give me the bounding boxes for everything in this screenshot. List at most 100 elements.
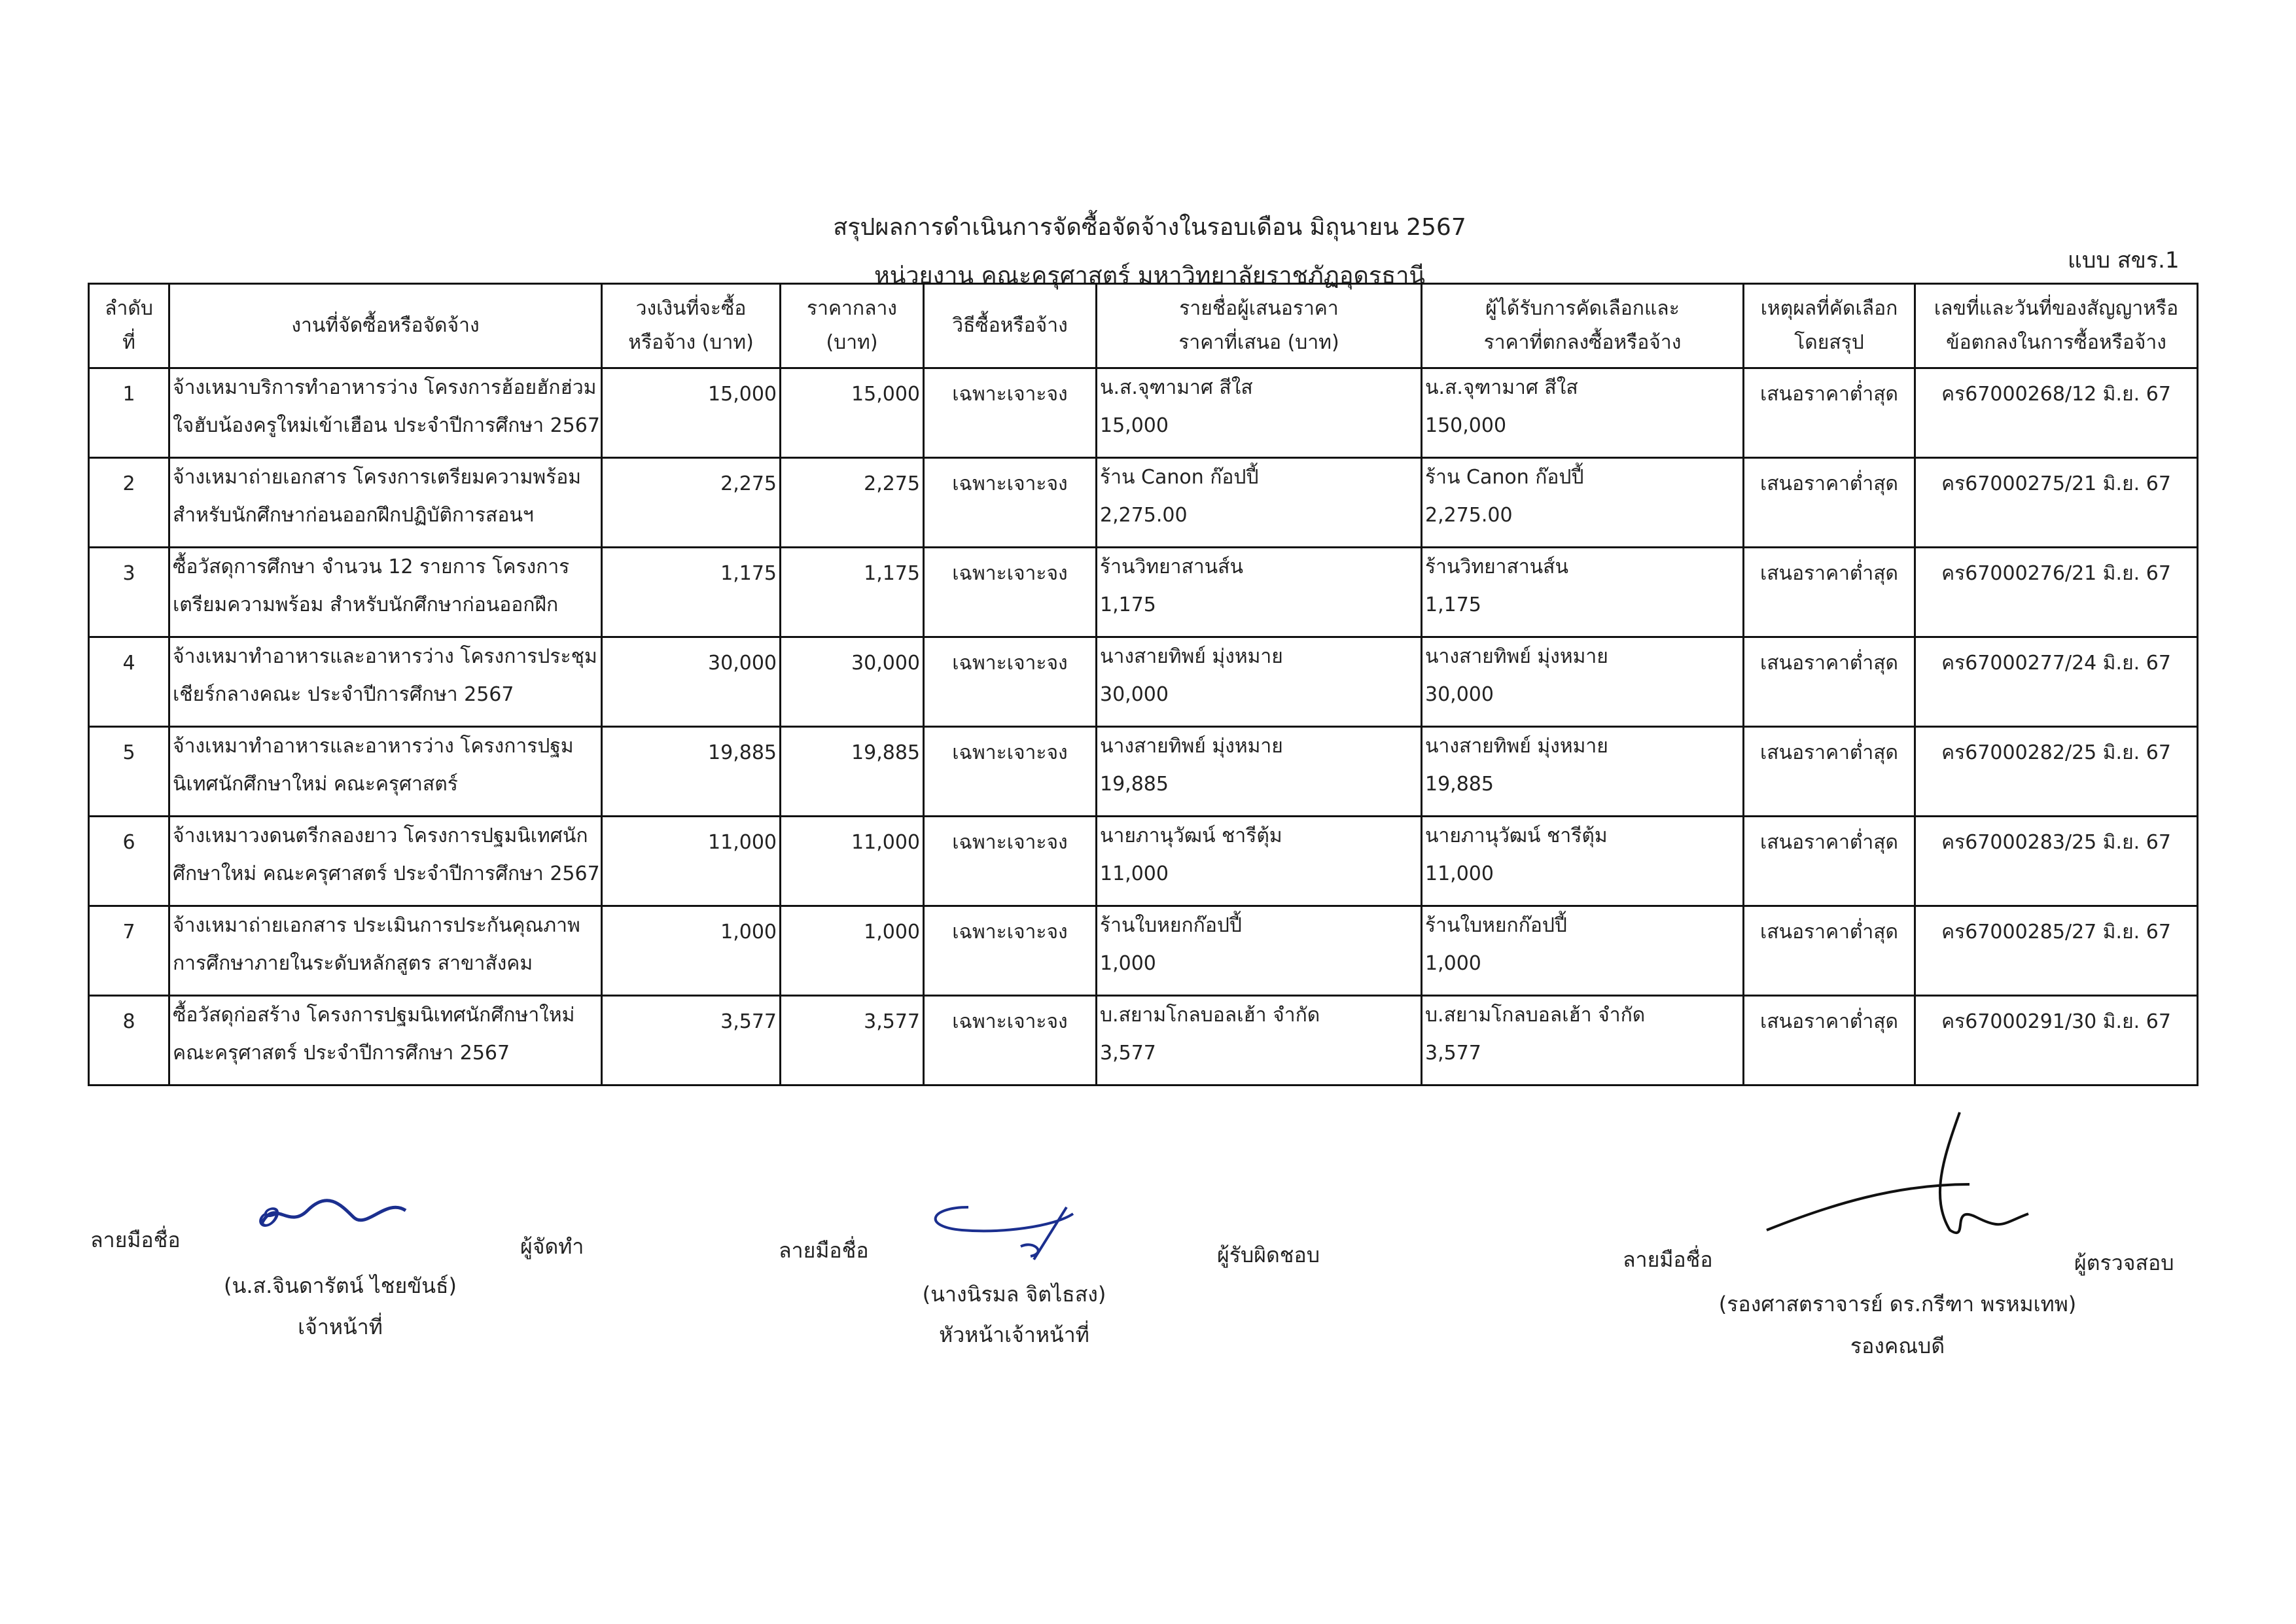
- table-row: 1 จ้างเหมาบริการทำอาหารว่าง โครงการฮ้อยฮั…: [88, 367, 2199, 459]
- signature-image-1: ꪮ: [255, 1196, 407, 1235]
- bidder-and-price: นางสายทิพย์ มุ่งหมาย 19,885: [1095, 726, 1422, 817]
- column-header-line: วงเงินที่จะซื้อ: [635, 297, 747, 320]
- bidder-and-price: น.ส.จุฑามาศ สีใส 15,000: [1095, 367, 1422, 459]
- bidder-and-price-line: 19,885: [1100, 773, 1169, 796]
- task-description: จ้างเหมาบริการทำอาหารว่าง โครงการฮ้อยฮัก…: [168, 367, 603, 459]
- selected-vendor-and-price-line: น.ส.จุฑามาศ สีใส: [1425, 376, 1578, 399]
- procurement-method: เฉพาะเจาะจง: [923, 367, 1097, 459]
- reference-price: 30,000: [779, 636, 925, 728]
- task-description-line: จ้างเหมาทำอาหารและอาหารว่าง โครงการปฐม: [173, 735, 574, 758]
- column-header: งานที่จัดซื้อหรือจัดจ้าง: [168, 283, 603, 369]
- column-header-line: วิธีซื้อหรือจ้าง: [952, 314, 1068, 337]
- reference-price: 1,175: [779, 546, 925, 638]
- bidder-and-price: ร้านวิทยาสานส์น 1,175: [1095, 546, 1422, 638]
- selection-reason: เสนอราคาต่ำสุด: [1742, 636, 1916, 728]
- signature-image-2: [934, 1206, 1074, 1261]
- budget-amount: 3,577: [601, 995, 781, 1086]
- signature-label-1: ลายมือชื่อ: [90, 1227, 181, 1252]
- table-row: 7 จ้างเหมาถ่ายเอกสาร ประเมินการประกันคุณภ…: [88, 905, 2199, 997]
- table-row: 3 ซื้อวัสดุการศึกษา จำนวน 12 รายการ โครงก…: [88, 546, 2199, 638]
- bidder-and-price: บ.สยามโกลบอลเฮ้า จำกัด 3,577: [1095, 995, 1422, 1086]
- contract-reference: คร67000283/25 มิ.ย. 67: [1914, 815, 2199, 907]
- task-description: จ้างเหมาทำอาหารและอาหารว่าง โครงการปฐม นิ…: [168, 726, 603, 817]
- task-description-line: เตรียมความพร้อม สำหรับนักศึกษาก่อนออกฝึก: [173, 593, 559, 616]
- column-header-line: ลำดับ: [105, 297, 153, 320]
- selected-vendor-and-price: นางสายทิพย์ มุ่งหมาย 19,885: [1421, 726, 1744, 817]
- selected-vendor-and-price: ร้านใบหยกก๊อปปี้ 1,000: [1421, 905, 1744, 997]
- task-description-line: จ้างเหมาถ่ายเอกสาร ประเมินการประกันคุณภา…: [173, 914, 580, 937]
- table-row: 5 จ้างเหมาทำอาหารและอาหารว่าง โครงการปฐมน…: [88, 726, 2199, 817]
- bidder-and-price-line: 15,000: [1100, 414, 1169, 437]
- bidder-and-price-line: บ.สยามโกลบอลเฮ้า จำกัด: [1100, 1004, 1320, 1027]
- bidder-and-price-line: 30,000: [1100, 683, 1169, 706]
- procurement-method: เฉพาะเจาะจง: [923, 636, 1097, 728]
- task-description-line: คณะครุศาสตร์ ประจำปีการศึกษา 2567: [173, 1042, 510, 1065]
- bidder-and-price-line: นายภานุวัฒน์ ชารีตุ้ม: [1100, 824, 1282, 847]
- signer-position-1: เจ้าหน้าที่: [298, 1315, 383, 1339]
- signature-role-1: ผู้จัดทำ: [520, 1234, 584, 1259]
- selected-vendor-and-price-line: นายภานุวัฒน์ ชารีตุ้ม: [1425, 824, 1608, 847]
- task-description-line: ซื้อวัสดุก่อสร้าง โครงการปฐมนิเทศนักศึกษ…: [173, 1004, 575, 1027]
- bidder-and-price-line: น.ส.จุฑามาศ สีใส: [1100, 376, 1253, 399]
- column-header: ราคากลาง (บาท): [779, 283, 925, 369]
- bidder-and-price-line: นางสายทิพย์ มุ่งหมาย: [1100, 645, 1283, 668]
- selected-vendor-and-price-line: ร้าน Canon ก๊อปปี้: [1425, 466, 1584, 489]
- signature-image-3: [1766, 1112, 2029, 1235]
- selected-vendor-and-price: ร้าน Canon ก๊อปปี้ 2,275.00: [1421, 457, 1744, 548]
- contract-reference: คร67000285/27 มิ.ย. 67: [1914, 905, 2199, 997]
- reference-price: 2,275: [779, 457, 925, 548]
- row-number: 4: [88, 636, 170, 728]
- selection-reason: เสนอราคาต่ำสุด: [1742, 457, 1916, 548]
- task-description-line: ซื้อวัสดุการศึกษา จำนวน 12 รายการ โครงกา…: [173, 556, 570, 578]
- table-row: 4 จ้างเหมาทำอาหารและอาหารว่าง โครงการประช…: [88, 636, 2199, 728]
- bidder-and-price: นายภานุวัฒน์ ชารีตุ้ม 11,000: [1095, 815, 1422, 907]
- selected-vendor-and-price-line: 11,000: [1425, 862, 1494, 885]
- task-description-line: จ้างเหมาทำอาหารและอาหารว่าง โครงการประชุ…: [173, 645, 597, 668]
- bidder-and-price: ร้านใบหยกก๊อปปี้ 1,000: [1095, 905, 1422, 997]
- procurement-method: เฉพาะเจาะจง: [923, 815, 1097, 907]
- budget-amount: 11,000: [601, 815, 781, 907]
- bidder-and-price-line: ร้านใบหยกก๊อปปี้: [1100, 914, 1242, 937]
- bidder-and-price-line: ร้าน Canon ก๊อปปี้: [1100, 466, 1259, 489]
- row-number: 6: [88, 815, 170, 907]
- bidder-and-price-line: 1,000: [1100, 952, 1156, 975]
- task-description-line: เชียร์กลางคณะ ประจำปีการศึกษา 2567: [173, 683, 514, 706]
- row-number: 8: [88, 995, 170, 1086]
- table-row: 8 ซื้อวัสดุก่อสร้าง โครงการปฐมนิเทศนักศึก…: [88, 995, 2199, 1086]
- bidder-and-price: นางสายทิพย์ มุ่งหมาย 30,000: [1095, 636, 1422, 728]
- task-description-line: จ้างเหมาบริการทำอาหารว่าง โครงการฮ้อยฮัก…: [173, 376, 597, 399]
- column-header-line: ราคาที่ตกลงซื้อหรือจ้าง: [1483, 331, 1682, 354]
- contract-reference: คร67000268/12 มิ.ย. 67: [1914, 367, 2199, 459]
- procurement-method: เฉพาะเจาะจง: [923, 995, 1097, 1086]
- reference-price: 1,000: [779, 905, 925, 997]
- selected-vendor-and-price-line: 3,577: [1425, 1042, 1481, 1065]
- contract-reference: คร67000275/21 มิ.ย. 67: [1914, 457, 2199, 548]
- selected-vendor-and-price: บ.สยามโกลบอลเฮ้า จำกัด 3,577: [1421, 995, 1744, 1086]
- reference-price: 3,577: [779, 995, 925, 1086]
- selected-vendor-and-price-line: 1,175: [1425, 593, 1481, 616]
- table-header-row: ลำดับที่ งานที่จัดซื้อหรือจัดจ้าง วงเงินที…: [88, 283, 2199, 369]
- row-number: 1: [88, 367, 170, 459]
- column-header-line: ราคากลาง: [807, 297, 897, 320]
- procurement-method: เฉพาะเจาะจง: [923, 726, 1097, 817]
- task-description-line: จ้างเหมาถ่ายเอกสาร โครงการเตรียมความพร้อ…: [173, 466, 582, 489]
- task-description: จ้างเหมาถ่ายเอกสาร ประเมินการประกันคุณภา…: [168, 905, 603, 997]
- column-header-line: ที่: [122, 331, 135, 354]
- selection-reason: เสนอราคาต่ำสุด: [1742, 367, 1916, 459]
- column-header: วิธีซื้อหรือจ้าง: [923, 283, 1097, 369]
- bidder-and-price-line: 3,577: [1100, 1042, 1156, 1065]
- bidder-and-price-line: 2,275.00: [1100, 504, 1188, 527]
- task-description: จ้างเหมาทำอาหารและอาหารว่าง โครงการประชุ…: [168, 636, 603, 728]
- selection-reason: เสนอราคาต่ำสุด: [1742, 905, 1916, 997]
- procurement-method: เฉพาะเจาะจง: [923, 905, 1097, 997]
- task-description-line: จ้างเหมาวงดนตรีกลองยาว โครงการปฐมนิเทศนั…: [173, 824, 588, 847]
- procurement-method: เฉพาะเจาะจง: [923, 546, 1097, 638]
- selected-vendor-and-price-line: นางสายทิพย์ มุ่งหมาย: [1425, 735, 1608, 758]
- table-row: 2 จ้างเหมาถ่ายเอกสาร โครงการเตรียมความพร้…: [88, 457, 2199, 548]
- signature-label-2: ลายมือชื่อ: [779, 1238, 869, 1263]
- row-number: 2: [88, 457, 170, 548]
- column-header-line: ราคาที่เสนอ (บาท): [1178, 331, 1339, 354]
- selected-vendor-and-price: น.ส.จุฑามาศ สีใส 150,000: [1421, 367, 1744, 459]
- contract-reference: คร67000276/21 มิ.ย. 67: [1914, 546, 2199, 638]
- signature-role-2: ผู้รับผิดชอบ: [1217, 1243, 1320, 1267]
